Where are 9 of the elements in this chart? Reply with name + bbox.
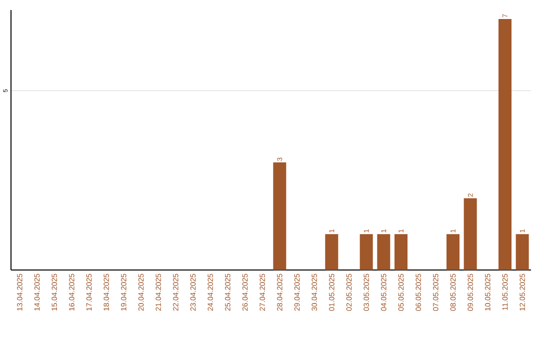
bar: [516, 234, 529, 270]
bar: [394, 234, 408, 270]
bar: [377, 234, 390, 270]
bar: [273, 162, 286, 270]
bar: [464, 198, 477, 270]
bar: [360, 234, 373, 270]
bar: [325, 234, 338, 270]
bar: [498, 18, 512, 270]
bar: [446, 234, 460, 270]
